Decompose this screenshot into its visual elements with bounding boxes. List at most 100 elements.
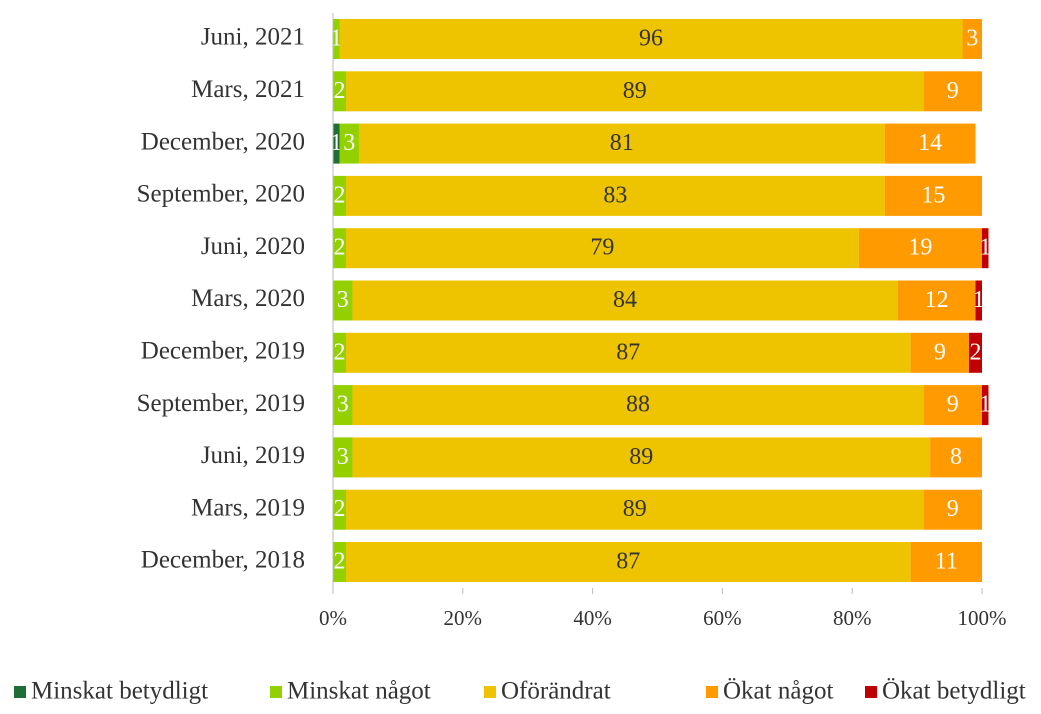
bar-segment bbox=[333, 437, 353, 478]
data-label: 8 bbox=[950, 444, 962, 470]
bar-segment bbox=[345, 489, 924, 530]
data-label: 87 bbox=[616, 339, 640, 365]
x-tick-label: 0% bbox=[319, 606, 347, 630]
bar-segment bbox=[333, 228, 346, 269]
data-label: 2 bbox=[333, 78, 345, 104]
data-label: 3 bbox=[337, 444, 349, 470]
x-tick-label: 20% bbox=[444, 606, 483, 630]
data-label: 12 bbox=[925, 287, 949, 313]
bar-segment bbox=[884, 123, 976, 164]
legend-swatch bbox=[270, 686, 282, 698]
data-label: 1 bbox=[973, 287, 985, 313]
bar-segment bbox=[333, 542, 346, 582]
bar-segment bbox=[910, 332, 970, 373]
bar-segment bbox=[345, 228, 859, 269]
data-label: 2 bbox=[333, 549, 345, 575]
data-label: 89 bbox=[623, 78, 647, 104]
bar-segment bbox=[897, 280, 976, 321]
bar-segment bbox=[858, 228, 982, 269]
data-label: 15 bbox=[921, 182, 945, 208]
data-label: 84 bbox=[613, 287, 637, 313]
bar-segment bbox=[962, 19, 982, 59]
data-label: 19 bbox=[908, 235, 932, 261]
legend-label: Oförändrat bbox=[501, 678, 611, 705]
legend-swatch bbox=[865, 686, 877, 698]
bar-segment bbox=[333, 71, 346, 112]
bar-segment bbox=[333, 123, 340, 164]
bar-segment bbox=[339, 123, 359, 164]
bar-segment bbox=[352, 280, 898, 321]
y-tick-label: Mars, 2020 bbox=[191, 285, 305, 312]
data-label: 2 bbox=[333, 235, 345, 261]
bar-segment bbox=[333, 19, 340, 59]
y-tick-label: Juni, 2020 bbox=[201, 233, 305, 260]
x-tick-label: 80% bbox=[833, 606, 872, 630]
bar-segment bbox=[339, 19, 963, 59]
data-label: 3 bbox=[343, 130, 355, 156]
data-label: 89 bbox=[629, 444, 653, 470]
bar-segment bbox=[345, 175, 885, 216]
x-tick-label: 100% bbox=[958, 606, 1007, 630]
bar-segment bbox=[333, 175, 346, 216]
data-label: 9 bbox=[947, 392, 959, 418]
data-label: 87 bbox=[616, 549, 640, 575]
data-label: 83 bbox=[603, 182, 627, 208]
bar-segment bbox=[975, 280, 982, 321]
data-label: 11 bbox=[935, 549, 958, 575]
data-label: 9 bbox=[947, 78, 959, 104]
data-label: 3 bbox=[337, 287, 349, 313]
y-tick-label: Mars, 2019 bbox=[191, 494, 305, 521]
bar-segment bbox=[333, 489, 346, 530]
data-label: 96 bbox=[639, 26, 663, 52]
bar-segment bbox=[352, 385, 924, 426]
legend-swatch bbox=[484, 686, 496, 698]
legend-swatch bbox=[706, 686, 718, 698]
bar-segment bbox=[884, 175, 982, 216]
data-label: 1 bbox=[979, 235, 991, 261]
bar-segment bbox=[930, 437, 982, 478]
bar-segment bbox=[333, 332, 346, 373]
y-tick-label: December, 2020 bbox=[141, 128, 305, 155]
bar-segment bbox=[923, 71, 982, 112]
legend-swatch bbox=[14, 686, 26, 698]
bar-segment bbox=[333, 280, 353, 321]
data-label: 89 bbox=[623, 496, 647, 522]
y-tick-label: September, 2019 bbox=[137, 390, 305, 417]
data-label: 14 bbox=[918, 130, 942, 156]
data-label: 88 bbox=[626, 392, 650, 418]
y-tick-label: December, 2019 bbox=[141, 338, 305, 365]
x-tick-label: 40% bbox=[573, 606, 612, 630]
legend-label: Ökat betydligt bbox=[882, 678, 1026, 705]
data-label: 2 bbox=[333, 182, 345, 208]
data-label: 3 bbox=[337, 392, 349, 418]
bar-segment bbox=[345, 71, 924, 112]
y-tick-label: Mars, 2021 bbox=[191, 76, 305, 103]
legend-label: Minskat något bbox=[287, 678, 431, 705]
legend-label: Minskat betydligt bbox=[31, 678, 208, 705]
y-tick-label: Juni, 2019 bbox=[201, 442, 305, 469]
bar-segment bbox=[982, 385, 989, 426]
bar-segment bbox=[345, 542, 911, 582]
bar-segment bbox=[923, 489, 982, 530]
data-label: 3 bbox=[966, 26, 978, 52]
data-label: 2 bbox=[333, 339, 345, 365]
y-tick-label: December, 2018 bbox=[141, 547, 305, 574]
data-label: 81 bbox=[610, 130, 634, 156]
data-label: 79 bbox=[590, 235, 614, 261]
x-tick-label: 60% bbox=[703, 606, 742, 630]
legend-label: Ökat något bbox=[723, 678, 833, 705]
bar-segment bbox=[345, 332, 911, 373]
data-label: 1 bbox=[979, 392, 991, 418]
data-label: 9 bbox=[934, 339, 946, 365]
data-label: 2 bbox=[333, 496, 345, 522]
bar-segment bbox=[352, 437, 931, 478]
data-label: 2 bbox=[970, 339, 982, 365]
bar-segment bbox=[333, 385, 353, 426]
y-tick-label: Juni, 2021 bbox=[201, 24, 305, 51]
y-tick-label: September, 2020 bbox=[137, 181, 305, 208]
bar-segment bbox=[982, 228, 989, 269]
bar-segment bbox=[910, 542, 982, 582]
bar-segment bbox=[969, 332, 982, 373]
bar-segment bbox=[923, 385, 982, 426]
